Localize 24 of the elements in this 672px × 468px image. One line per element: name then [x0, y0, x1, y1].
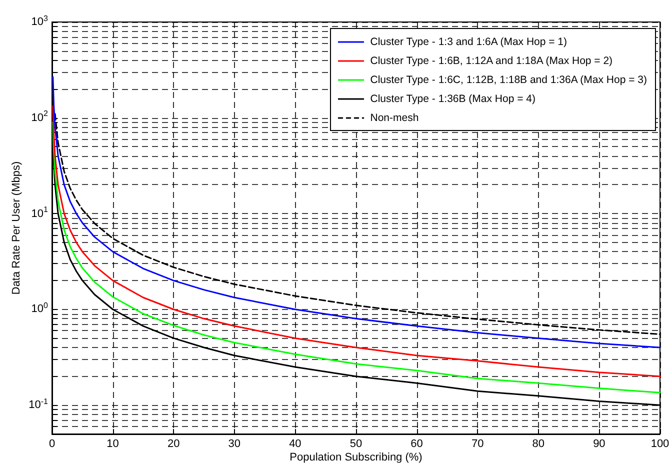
legend-label: Cluster Type - 1:6C, 1:12B, 1:18B and 1:36A (Max Hop = 3) [370, 74, 647, 86]
x-tick-label: 30 [228, 437, 241, 451]
x-tick-label: 80 [532, 437, 545, 451]
line-series [52, 76, 661, 348]
legend-label: Cluster Type - 1:36B (Max Hop = 4) [370, 92, 536, 104]
x-tick-label: 0 [48, 437, 56, 451]
x-axis-title: Population Subscribing (%) [290, 452, 422, 464]
x-tick-label: 10 [106, 437, 119, 451]
legend-label: Non-mesh [370, 112, 419, 124]
x-tick-label: 60 [410, 437, 423, 451]
y-tick-label: 10$^{1}$ [31, 205, 48, 221]
legend-label: Cluster Type - 1:6B, 1:12A and 1:18A (Max Hop = 2) [370, 54, 613, 66]
x-tick-label: 20 [167, 437, 180, 451]
x-tick-label: 90 [593, 437, 606, 451]
y-tick-label: 10$^{3}$ [31, 14, 48, 29]
y-tick-label: 10$^{2}$ [31, 109, 48, 125]
x-tick-label: 40 [289, 437, 302, 451]
x-tick-label: 70 [471, 437, 484, 451]
y-tick-label: 10$^{0}$ [31, 300, 48, 316]
x-tick-label: 50 [350, 437, 362, 451]
y-tick-label: 10$^{-1}$ [28, 396, 48, 412]
x-tick-label: 100 [650, 437, 670, 451]
legend-label: Cluster Type - 1:3 and 1:6A (Max Hop = 1) [370, 36, 568, 48]
y-axis-title: Data Rate Per User (Mbps) [10, 161, 22, 295]
